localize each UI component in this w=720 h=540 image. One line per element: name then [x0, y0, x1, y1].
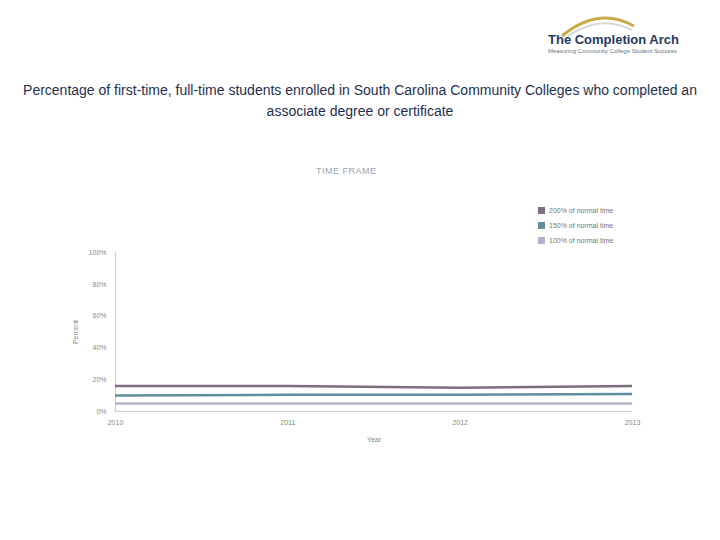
html-text:150% of normal time: 150% of normal time	[549, 222, 614, 229]
svg-text:Percent: Percent	[72, 320, 79, 344]
svg-text:80%: 80%	[92, 281, 106, 288]
svg-text:60%: 60%	[92, 312, 106, 319]
svg-text:0%: 0%	[96, 408, 106, 415]
svg-text:2012: 2012	[452, 419, 468, 426]
html-text:Percentage of first-time, full: Percentage of first-time, full-time stud…	[23, 82, 697, 119]
svg-text:100%: 100%	[89, 249, 107, 256]
html-text:200% of normal time: 200% of normal time	[549, 207, 614, 214]
html-text:TIME FRAME: TIME FRAME	[316, 166, 377, 176]
html-text:The Completion Arch: The Completion Arch	[548, 32, 679, 47]
svg-text:20%: 20%	[92, 376, 106, 383]
svg-text:2011: 2011	[280, 419, 295, 426]
html-text:100% of normal time: 100% of normal time	[549, 237, 614, 244]
svg-text:2010: 2010	[108, 419, 124, 426]
html-text:Measuring Community College St: Measuring Community College Student Succ…	[548, 48, 677, 54]
svg-text:40%: 40%	[92, 344, 106, 351]
svg-text:Year: Year	[367, 436, 382, 443]
svg-text:2013: 2013	[625, 419, 641, 426]
